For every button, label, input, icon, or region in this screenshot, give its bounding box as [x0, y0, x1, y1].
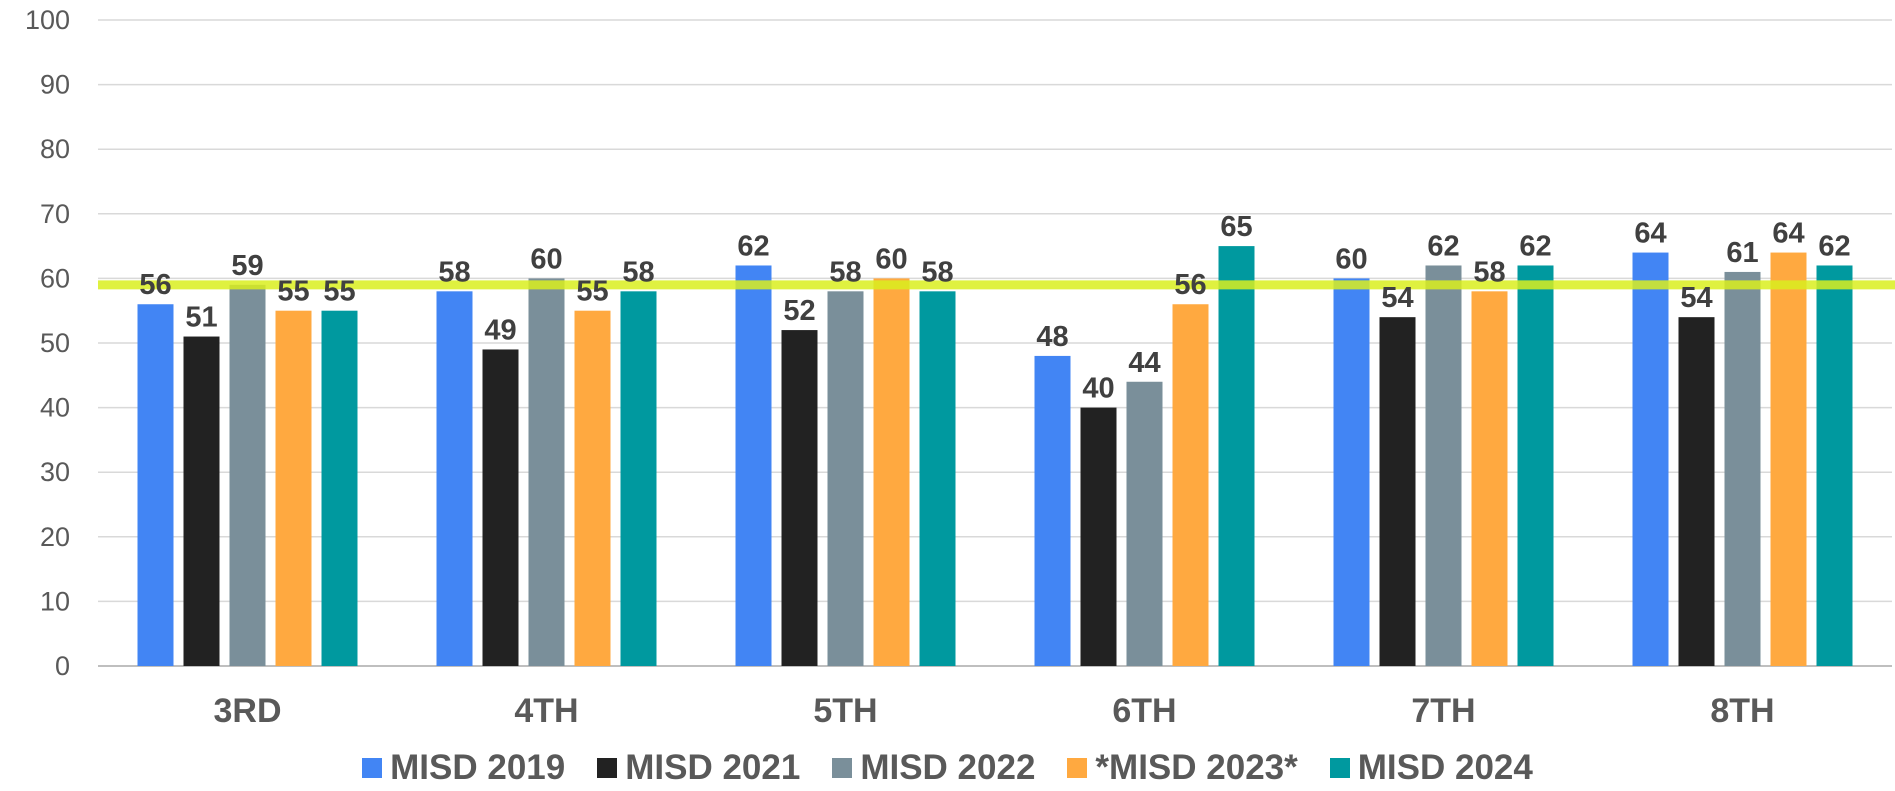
data-label: 52: [783, 295, 815, 327]
bar: [1471, 291, 1508, 666]
data-label: 64: [1634, 218, 1666, 250]
bar: [919, 291, 956, 666]
bar: [1126, 381, 1163, 666]
data-label: 58: [1473, 256, 1505, 288]
data-label: 55: [277, 276, 309, 308]
data-label: 62: [1818, 230, 1850, 262]
bar: [137, 304, 174, 666]
data-label: 62: [1519, 230, 1551, 262]
legend-item: MISD 2022: [832, 748, 1035, 788]
bar: [1816, 265, 1853, 666]
bar: [1678, 317, 1715, 666]
y-tick-label: 50: [40, 328, 70, 358]
bar: [528, 278, 565, 666]
legend-swatch: [362, 758, 383, 778]
bar: [1379, 317, 1416, 666]
legend-item: *MISD 2023*: [1067, 748, 1298, 788]
bar: [1080, 407, 1117, 666]
data-label: 51: [185, 302, 217, 334]
y-tick-label: 40: [40, 393, 70, 423]
data-label: 60: [1335, 243, 1367, 275]
data-label: 55: [576, 276, 608, 308]
y-tick-label: 90: [40, 70, 70, 100]
data-label: 61: [1726, 237, 1758, 269]
data-label: 58: [438, 256, 470, 288]
x-tick-label: 8TH: [1710, 692, 1774, 730]
bar: [183, 336, 220, 666]
data-label: 58: [921, 256, 953, 288]
data-label: 48: [1036, 321, 1068, 353]
y-tick-label: 0: [55, 651, 70, 681]
bar: [620, 291, 657, 666]
y-tick-label: 60: [40, 263, 70, 293]
data-label: 62: [737, 230, 769, 262]
data-label: 56: [139, 269, 171, 301]
x-tick-label: 4TH: [514, 692, 578, 730]
bar: [436, 291, 473, 666]
legend-label: *MISD 2023*: [1095, 748, 1298, 787]
bar: [1218, 246, 1255, 666]
data-label: 64: [1772, 218, 1804, 250]
legend-item: MISD 2024: [1329, 748, 1533, 788]
data-label: 54: [1381, 282, 1413, 314]
legend-swatch: [597, 758, 618, 778]
data-label: 58: [829, 256, 861, 288]
bar: [321, 310, 358, 666]
bar: [1517, 265, 1554, 666]
legend-label: MISD 2022: [860, 748, 1036, 787]
y-tick-label: 70: [40, 199, 70, 229]
bar: [873, 278, 910, 666]
bar: [1724, 271, 1761, 666]
legend-label: MISD 2024: [1357, 748, 1533, 787]
y-tick-label: 30: [40, 457, 70, 487]
bar: [827, 291, 864, 666]
data-label: 44: [1128, 347, 1160, 379]
data-label: 58: [622, 256, 654, 288]
legend-item: MISD 2021: [597, 748, 800, 788]
data-label: 40: [1082, 373, 1114, 405]
x-tick-label: 5TH: [813, 692, 877, 730]
bar: [275, 310, 312, 666]
data-label: 60: [875, 243, 907, 275]
bar: [1333, 278, 1370, 666]
data-label: 65: [1220, 211, 1252, 243]
data-label: 59: [231, 250, 263, 282]
bar: [229, 284, 266, 666]
bar: [1425, 265, 1462, 666]
data-label: 56: [1174, 269, 1206, 301]
data-label: 62: [1427, 230, 1459, 262]
bar-chart: 0 10 20 30 40 50 60 70 80 90 100 3RD 4TH 5TH 6TH 7TH 8TH…: [25, 5, 1895, 730]
legend-swatch: [1329, 758, 1350, 778]
bar: [574, 310, 611, 666]
y-tick-label: 20: [40, 522, 70, 552]
x-tick-label: 7TH: [1411, 692, 1475, 730]
chart-legend: MISD 2019 MISD 2021 MISD 2022 *MISD 2023* MI…: [0, 748, 1895, 788]
bar: [482, 349, 519, 666]
y-tick-label: 100: [25, 5, 70, 35]
legend-label: MISD 2021: [625, 748, 801, 787]
bar: [1770, 252, 1807, 666]
data-label: 55: [323, 276, 355, 308]
y-tick-label: 10: [40, 586, 70, 616]
bar: [781, 330, 818, 666]
data-label: 54: [1680, 282, 1712, 314]
y-tick-label: 80: [40, 134, 70, 164]
legend-item: MISD 2019: [362, 748, 565, 788]
legend-label: MISD 2019: [390, 748, 566, 787]
bar: [1632, 252, 1669, 666]
bar: [1172, 304, 1209, 666]
bar: [735, 265, 772, 666]
legend-swatch: [1067, 758, 1088, 778]
bar: [1034, 355, 1071, 666]
data-label: 60: [530, 243, 562, 275]
legend-swatch: [832, 758, 853, 778]
x-tick-label: 6TH: [1112, 692, 1176, 730]
data-label: 49: [484, 314, 516, 346]
x-tick-label: 3RD: [213, 692, 281, 730]
